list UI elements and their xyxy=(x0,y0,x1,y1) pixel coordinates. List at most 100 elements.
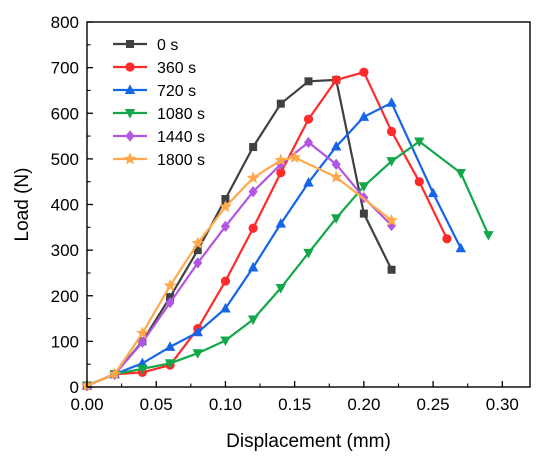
legend-marker xyxy=(124,84,136,94)
data-point xyxy=(303,114,314,124)
data-point xyxy=(329,170,343,183)
data-point xyxy=(276,99,285,108)
series-line xyxy=(86,140,490,387)
legend-label: 0 s xyxy=(157,37,178,54)
data-point xyxy=(386,126,397,137)
data-point xyxy=(191,236,205,249)
x-tick-label: 0.05 xyxy=(140,395,173,414)
series-1800-s xyxy=(80,150,398,391)
legend-label: 360 s xyxy=(157,60,196,77)
y-tick-label: 300 xyxy=(51,241,79,260)
data-point xyxy=(427,187,439,198)
ticks-layer: 0.00 0.05 0.10 0.15 0.20 0.25 0.30 0 100 200 300 40… xyxy=(51,13,519,414)
data-point xyxy=(359,209,368,218)
data-point xyxy=(249,143,258,152)
data-point xyxy=(220,302,231,313)
data-point xyxy=(221,195,230,204)
data-point xyxy=(220,220,231,232)
y-tick-label: 100 xyxy=(51,332,79,351)
data-point xyxy=(165,296,175,309)
series-layer xyxy=(80,67,494,392)
x-tick-label: 0.20 xyxy=(347,395,380,414)
legend-marker xyxy=(125,130,135,142)
data-point xyxy=(303,177,314,187)
legend-item: 0 s xyxy=(113,37,178,54)
data-point xyxy=(330,214,342,224)
y-tick-label: 200 xyxy=(51,287,79,306)
data-point xyxy=(246,171,260,184)
data-point xyxy=(414,137,425,148)
data-point xyxy=(288,150,301,163)
data-point xyxy=(247,261,259,272)
data-point xyxy=(136,326,149,339)
data-point xyxy=(192,326,203,337)
data-point xyxy=(331,158,341,170)
data-point xyxy=(193,257,203,269)
series-1440-s xyxy=(82,136,397,392)
data-point xyxy=(331,75,341,85)
data-point xyxy=(164,341,176,351)
y-tick-label: 0 xyxy=(70,378,79,397)
legend-item: 360 s xyxy=(113,60,196,77)
legend-marker xyxy=(123,152,137,165)
x-axis-label: Displacement (mm) xyxy=(226,431,391,452)
legend-item: 720 s xyxy=(113,83,196,100)
series-line xyxy=(86,141,393,387)
legend: 0 s 360 s 720 s 1080 s 1440 s 1800 s xyxy=(113,37,205,169)
x-tick-label: 0.25 xyxy=(417,395,450,414)
data-point xyxy=(108,367,121,380)
legend-marker xyxy=(125,62,135,72)
legend-label: 1800 s xyxy=(157,152,205,169)
x-tick-label: 0.00 xyxy=(70,395,103,414)
data-point xyxy=(274,153,288,166)
x-tick-label: 0.10 xyxy=(209,395,242,414)
plot-frame xyxy=(86,21,531,388)
series-line xyxy=(86,71,448,387)
x-tick-label: 0.15 xyxy=(278,395,311,414)
data-point xyxy=(414,177,424,187)
data-point xyxy=(137,336,147,348)
data-point xyxy=(192,349,203,359)
y-axis-label: Load (N) xyxy=(12,168,33,242)
data-point xyxy=(137,364,148,375)
y-tick-label: 600 xyxy=(51,104,79,123)
data-point xyxy=(276,167,286,178)
data-point xyxy=(359,67,369,77)
data-point xyxy=(358,111,370,121)
y-tick-label: 400 xyxy=(51,196,79,215)
data-point xyxy=(219,200,232,213)
data-point xyxy=(385,213,398,226)
data-point xyxy=(387,265,396,274)
data-point xyxy=(358,182,370,192)
data-point xyxy=(330,140,342,151)
data-point xyxy=(275,283,287,294)
data-point xyxy=(442,234,452,244)
data-point xyxy=(248,186,258,198)
y-tick-label: 800 xyxy=(51,13,79,32)
data-point xyxy=(483,231,494,241)
data-point xyxy=(455,242,466,253)
data-point xyxy=(455,169,466,179)
data-point xyxy=(163,279,177,292)
legend-marker xyxy=(126,40,134,48)
data-point xyxy=(303,248,314,259)
series-0-s xyxy=(83,75,396,390)
series-1080-s xyxy=(81,137,494,392)
legend-item: 1800 s xyxy=(113,152,205,169)
data-point xyxy=(247,315,259,326)
x-tick-label: 0.30 xyxy=(486,395,519,414)
y-tick-label: 500 xyxy=(51,150,79,169)
data-point xyxy=(386,157,397,167)
data-point xyxy=(193,246,202,255)
data-point xyxy=(220,276,231,286)
series-line xyxy=(86,101,462,387)
data-point xyxy=(304,77,313,86)
series-line xyxy=(86,78,393,387)
data-point xyxy=(248,223,258,233)
y-tick-label: 700 xyxy=(51,59,79,78)
legend-marker xyxy=(124,109,136,119)
legend-item: 1080 s xyxy=(113,106,205,123)
data-point xyxy=(386,97,397,107)
data-point xyxy=(164,359,176,369)
